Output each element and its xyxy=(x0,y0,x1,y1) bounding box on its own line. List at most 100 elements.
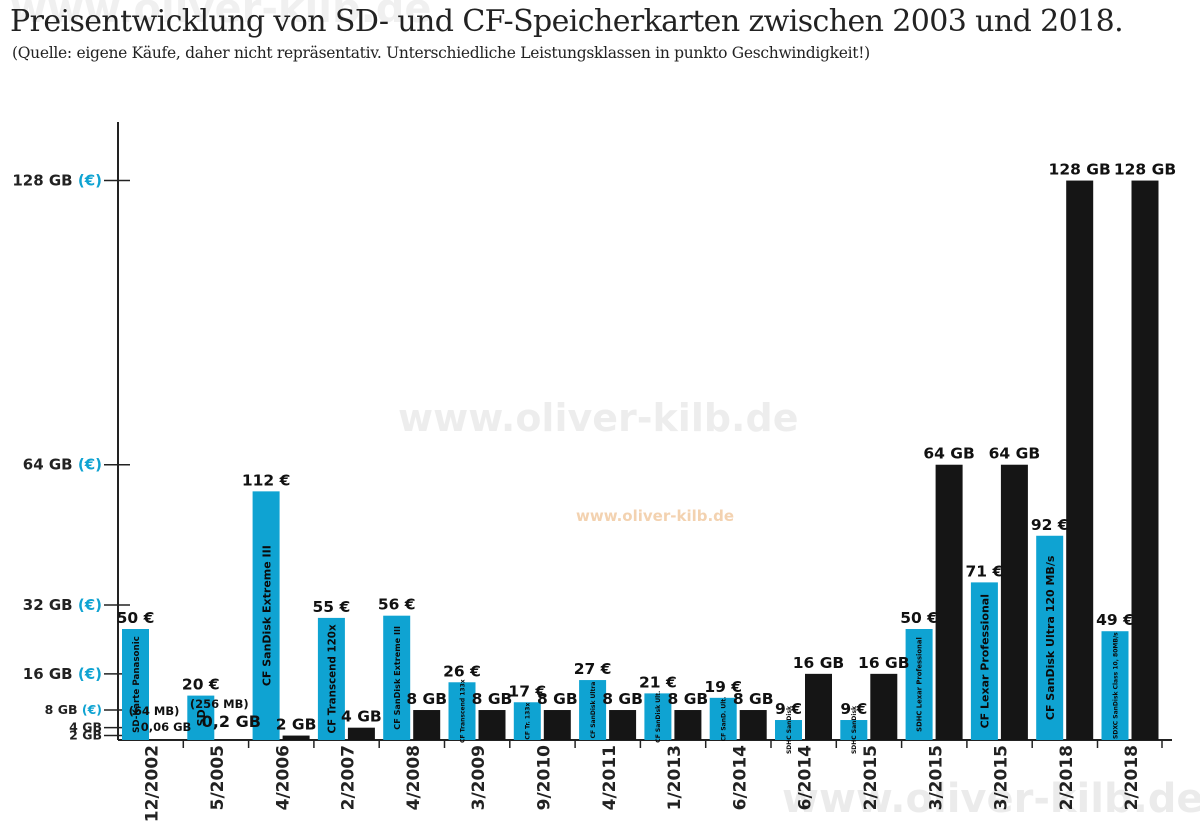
capacity-bar xyxy=(935,464,963,740)
price-value-label: 71 € xyxy=(966,562,1004,580)
x-tick-label: 12/2002 xyxy=(143,745,163,822)
capacity-bar xyxy=(674,710,702,740)
price-bar xyxy=(1101,631,1129,740)
bar-name-label: CF SanDisk Ultra 120 MB/s xyxy=(1044,555,1057,720)
x-tick-label: 2/2015 xyxy=(861,745,881,810)
price-bar xyxy=(644,693,672,740)
bar-name-label: SDHC SanDisk xyxy=(786,705,793,754)
bar-name-label: SDHC Lexar Professional xyxy=(916,637,924,732)
x-tick-label: 3/2015 xyxy=(992,745,1012,810)
price-value-label: 55 € xyxy=(313,598,351,616)
capacity-note-label: (256 MB) xyxy=(190,697,249,711)
bar-name-label: CF Transcend 120x xyxy=(326,624,338,733)
x-tick-label: 4/2011 xyxy=(600,745,620,810)
y-tick-label: 8 GB (€) xyxy=(45,702,102,717)
y-tick-label: 2 GB xyxy=(69,728,102,743)
y-tick-label: 32 GB (€) xyxy=(23,596,102,614)
x-tick-label: 4/2006 xyxy=(273,745,293,810)
price-bar xyxy=(579,680,607,740)
bar-name-label: CF SanDisk Extreme III xyxy=(260,545,273,686)
x-tick-label: 4/2008 xyxy=(404,745,424,810)
price-value-label: 26 € xyxy=(443,662,481,680)
capacity-value-label: 8 GB xyxy=(602,690,643,708)
x-tick-label: 2/2007 xyxy=(339,745,359,810)
x-tick-label: 2/2018 xyxy=(1057,745,1077,810)
price-value-label: 21 € xyxy=(639,673,677,691)
price-bar xyxy=(709,697,737,740)
price-bar xyxy=(970,582,998,740)
capacity-value-label: 8 GB xyxy=(733,690,774,708)
y-tick-euro: (€) xyxy=(82,702,102,717)
price-bar xyxy=(1036,535,1064,740)
x-tick-label: 6/2014 xyxy=(796,745,816,811)
bar-name-label: CF Lexar Professional xyxy=(979,594,992,728)
capacity-value-label: 0,2 GB xyxy=(202,712,261,731)
x-tick-label: 9/2010 xyxy=(534,745,554,811)
price-bar xyxy=(513,702,541,740)
capacity-note-label: (64 MB) xyxy=(129,704,180,718)
chart-subtitle: (Quelle: eigene Käufe, daher nicht reprä… xyxy=(12,44,870,62)
capacity-bar xyxy=(739,710,767,740)
price-value-label: 9 € xyxy=(775,700,802,718)
x-tick-label: 3/2015 xyxy=(926,745,946,810)
y-tick-value: 4 GB xyxy=(69,720,102,735)
y-tick-label: 4 GB xyxy=(69,720,102,735)
price-value-label: 27 € xyxy=(574,660,612,678)
y-tick-value: 128 GB xyxy=(12,172,78,190)
y-tick-value: 32 GB xyxy=(23,596,78,614)
bar-name-label: CF Tr. 133x xyxy=(525,703,532,740)
price-bar xyxy=(840,720,868,740)
price-value-label: 49 € xyxy=(1096,611,1134,629)
bar-name-label: SD-Karte Panasonic xyxy=(132,636,142,733)
capacity-bar xyxy=(543,710,571,740)
y-tick-label: 64 GB (€) xyxy=(23,456,102,474)
y-tick-value: 2 GB xyxy=(69,728,102,743)
capacity-value-label: 16 GB xyxy=(793,654,845,672)
bar-name-label: CF SanDisk Extreme III xyxy=(392,626,402,730)
capacity-value-label: 16 GB xyxy=(858,654,910,672)
y-tick-euro: (€) xyxy=(78,596,102,614)
bar-name-label: CF Transcend 133x xyxy=(459,679,466,743)
price-bar xyxy=(122,629,149,740)
y-tick-label: 16 GB (€) xyxy=(23,665,102,683)
bar-name-label: SD xyxy=(195,709,208,726)
bar-name-label: SDHC SanDisk xyxy=(851,705,858,754)
capacity-value-label: 2 GB xyxy=(276,716,317,734)
bars xyxy=(122,180,1159,740)
bar-name-label: CF SanDisk Ult. xyxy=(655,691,662,743)
x-tick-label: 6/2014 xyxy=(730,745,750,811)
capacity-value-label: 8 GB xyxy=(472,690,513,708)
x-tick-label: 1/2013 xyxy=(665,745,685,810)
price-value-label: 112 € xyxy=(242,471,291,489)
price-bar xyxy=(448,682,476,740)
y-tick-euro: (€) xyxy=(78,665,102,683)
capacity-bar xyxy=(478,710,506,740)
y-axis: 128 GB (€)64 GB (€)32 GB (€)16 GB (€)8 G… xyxy=(12,122,130,743)
price-value-label: 50 € xyxy=(900,609,938,627)
price-value-label: 19 € xyxy=(704,678,742,696)
bar-name-label: CF SanD. Ult. xyxy=(720,697,727,742)
bar-name-label: SDXC SanDisk Class 10, 80MB/s xyxy=(1112,632,1119,739)
price-bar xyxy=(252,491,280,740)
data-labels: 50 € 0,06 GB (64 MB)SD-Karte Panasonic 20 €… xyxy=(117,161,1177,754)
capacity-value-label: 8 GB xyxy=(668,690,709,708)
x-tick-label: 2/2018 xyxy=(1122,745,1142,810)
bar-name-label: CF SanDisk Ultra xyxy=(590,682,597,739)
capacity-value-label: 8 GB xyxy=(537,690,578,708)
capacity-bar xyxy=(805,673,832,740)
y-tick-label: 128 GB (€) xyxy=(12,172,102,190)
capacity-value-label: 8 GB xyxy=(406,690,447,708)
capacity-value-label: 128 GB xyxy=(1114,161,1176,179)
price-value-label: 92 € xyxy=(1031,516,1069,534)
y-tick-euro: (€) xyxy=(78,456,102,474)
x-tick-label: 5/2005 xyxy=(208,745,228,810)
capacity-value-label: 4 GB xyxy=(341,708,382,726)
capacity-bar xyxy=(347,727,375,740)
y-tick-value: 16 GB xyxy=(23,665,78,683)
y-tick-value: 64 GB xyxy=(23,456,78,474)
capacity-bar xyxy=(870,673,898,740)
price-value-label: 20 € xyxy=(182,676,220,694)
capacity-bar xyxy=(609,710,637,740)
capacity-value-label: 128 GB xyxy=(1049,161,1111,179)
